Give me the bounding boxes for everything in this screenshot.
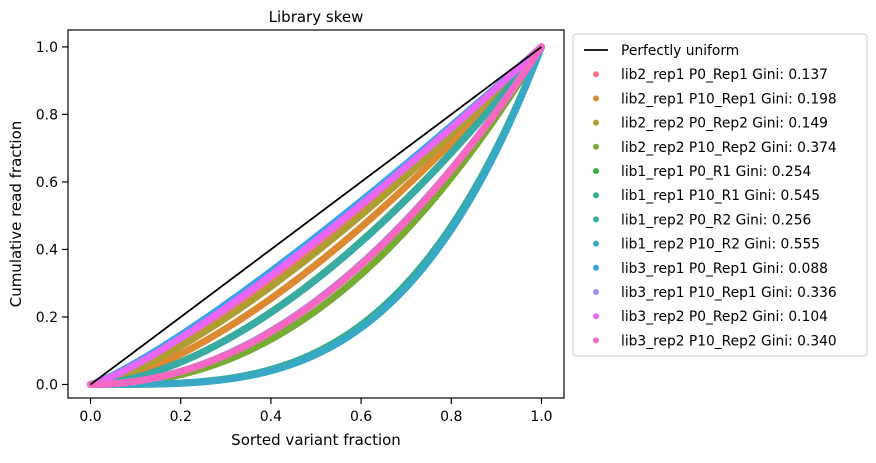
x-axis: 0.0 0.2 0.4 0.6 0.8 1.0 [79, 398, 553, 425]
legend-entry: lib3_rep1 P0_Rep1 Gini: 0.088 [593, 261, 828, 277]
legend-swatch [593, 71, 599, 78]
legend-entry: lib2_rep1 P0_Rep1 Gini: 0.137 [593, 67, 828, 83]
series-line [87, 43, 545, 388]
x-axis-label: Sorted variant fraction [231, 431, 401, 449]
legend-frame [572, 33, 868, 357]
legend-swatch [593, 95, 599, 102]
legend-swatch [593, 143, 599, 150]
reference-line [90, 46, 542, 386]
legend-label: lib2_rep1 P0_Rep1 Gini: 0.137 [621, 67, 828, 83]
legend-label: lib2_rep2 P10_Rep2 Gini: 0.374 [621, 140, 837, 156]
x-tick-label: 1.0 [530, 409, 552, 425]
legend-label: lib2_rep2 P0_Rep2 Gini: 0.149 [621, 116, 828, 132]
legend-swatch [593, 337, 599, 344]
y-axis: 0.0 0.2 0.4 0.6 0.8 1.0 [36, 40, 68, 393]
legend-label: lib3_rep1 P0_Rep1 Gini: 0.088 [621, 261, 828, 277]
legend-label: lib3_rep1 P10_Rep1 Gini: 0.336 [621, 285, 837, 301]
legend-swatch [593, 168, 599, 174]
legend-entry: lib1_rep2 P0_R2 Gini: 0.256 [593, 212, 811, 228]
legend-swatch [593, 313, 599, 320]
x-tick-label: 0.4 [260, 409, 282, 425]
series-line [87, 43, 545, 388]
series-line [87, 43, 545, 388]
legend-entry: lib3_rep1 P10_Rep1 Gini: 0.336 [593, 285, 837, 301]
legend-label: lib1_rep1 P10_R1 Gini: 0.545 [621, 188, 820, 204]
legend-swatch [593, 240, 599, 247]
legend-entry: lib2_rep2 P10_Rep2 Gini: 0.374 [593, 140, 837, 156]
y-tick-label: 0.6 [36, 175, 58, 191]
legend-label: lib2_rep1 P10_Rep1 Gini: 0.198 [621, 91, 837, 107]
legend-swatch [593, 216, 599, 223]
series-line [87, 43, 545, 388]
legend-entry: lib1_rep2 P10_R2 Gini: 0.555 [593, 237, 820, 253]
legend-label: lib1_rep2 P10_R2 Gini: 0.555 [621, 237, 820, 253]
legend-label: lib1_rep2 P0_R2 Gini: 0.256 [621, 212, 811, 228]
legend-label: lib3_rep2 P10_Rep2 Gini: 0.340 [621, 333, 837, 349]
y-tick-label: 0.4 [36, 242, 58, 258]
y-tick-label: 0.8 [36, 107, 58, 123]
series-line [87, 43, 545, 388]
chart-title: Library skew [269, 8, 364, 26]
y-axis-label: Cumulative read fraction [7, 121, 25, 308]
legend-swatch [593, 264, 599, 271]
x-tick-label: 0.2 [170, 409, 192, 425]
legend-entry: lib2_rep2 P0_Rep2 Gini: 0.149 [593, 116, 828, 132]
legend-entry: lib3_rep2 P0_Rep2 Gini: 0.104 [593, 309, 828, 325]
x-tick-label: 0.8 [440, 409, 462, 425]
legend-swatch [593, 192, 599, 199]
legend-swatch [593, 119, 599, 126]
legend-entry-reference: Perfectly uniform [584, 43, 739, 59]
legend-entry: lib1_rep1 P0_R1 Gini: 0.254 [593, 164, 811, 180]
y-tick-label: 0.2 [36, 310, 58, 326]
y-tick-label: 1.0 [36, 40, 58, 56]
legend-label: Perfectly uniform [621, 43, 739, 59]
legend: Perfectly uniform lib2_rep1 P0_Rep1 Gini:… [572, 33, 868, 357]
legend-swatch [593, 289, 599, 295]
y-tick-label: 0.0 [36, 377, 58, 393]
legend-label: lib1_rep1 P0_R1 Gini: 0.254 [621, 164, 811, 180]
plot-area [87, 43, 545, 388]
plot-frame [67, 29, 565, 399]
legend-entry: lib2_rep1 P10_Rep1 Gini: 0.198 [593, 91, 837, 107]
legend-entry: lib1_rep1 P10_R1 Gini: 0.545 [593, 188, 820, 204]
x-tick-label: 0.6 [350, 409, 372, 425]
legend-entry: lib3_rep2 P10_Rep2 Gini: 0.340 [593, 333, 837, 349]
legend-label: lib3_rep2 P0_Rep2 Gini: 0.104 [621, 309, 828, 325]
x-tick-label: 0.0 [79, 409, 101, 425]
series-line [87, 43, 545, 388]
